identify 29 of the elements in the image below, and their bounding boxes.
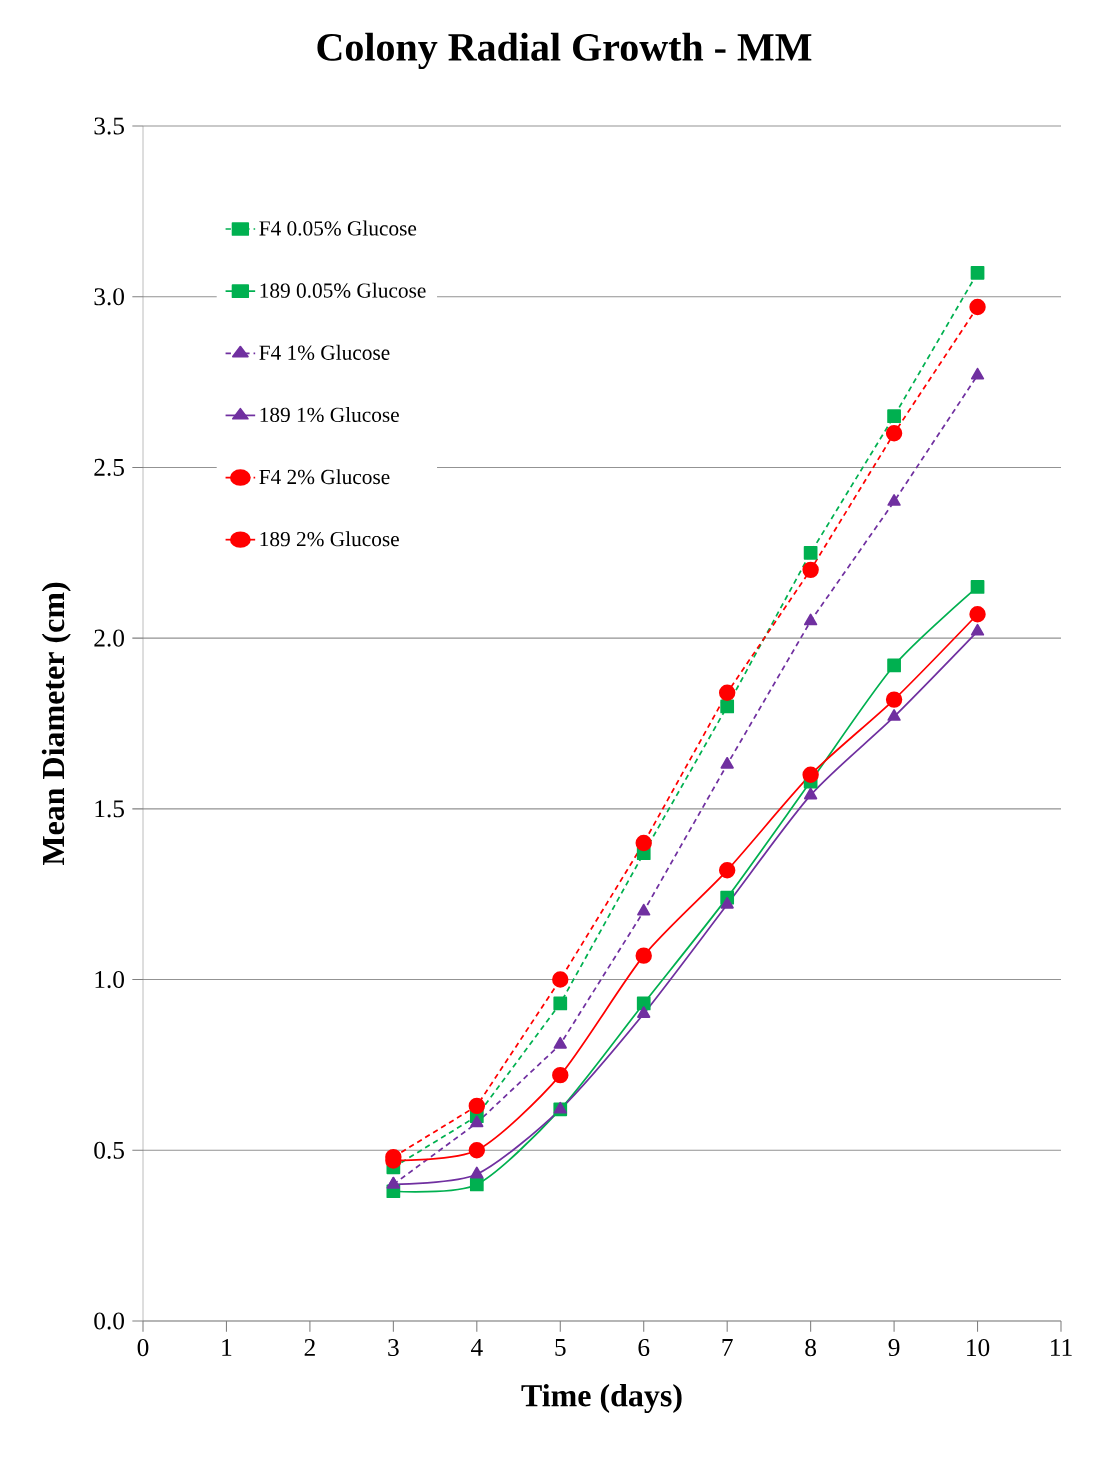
y-tick-label: 3.5 [94, 117, 124, 135]
y-tick-label: 2.0 [94, 629, 124, 647]
legend-label: F4 0.05% Glucose [259, 220, 417, 236]
x-tick-label: 10 [967, 1339, 990, 1357]
legend-label: 189 2% Glucose [260, 531, 399, 547]
x-tick-label: 9 [888, 1339, 900, 1357]
y-tick-label: 1.0 [95, 970, 124, 989]
x-tick-label: 7 [722, 1339, 733, 1356]
x-tick-label: 4 [470, 1339, 483, 1356]
y-tick-label: 3.0 [94, 288, 124, 306]
x-axis-title: Time (days) [521, 1383, 682, 1414]
x-tick-label: 2 [304, 1339, 315, 1356]
x-tick-label: 11 [1051, 1339, 1072, 1356]
legend-label: F4 1% Glucose [259, 344, 390, 360]
x-tick-label: 6 [638, 1339, 650, 1357]
x-tick-label: 3 [388, 1339, 399, 1357]
legend-label: 189 1% Glucose [260, 407, 399, 423]
x-tick-label: 5 [555, 1339, 566, 1356]
x-tick-label: 1 [222, 1339, 232, 1356]
y-tick-label: 0.5 [94, 1141, 124, 1159]
y-tick-label: 0.0 [94, 1312, 124, 1330]
chart-title: Colony Radial Growth - MM [317, 32, 812, 70]
x-tick-label: 8 [805, 1339, 816, 1357]
legend-label: F4 2% Glucose [259, 469, 390, 485]
x-tick-label: 0 [137, 1339, 149, 1357]
y-axis-title: Mean Diameter (cm) [41, 582, 71, 866]
y-tick-label: 2.5 [94, 458, 124, 476]
y-tick-label: 1.5 [95, 800, 124, 818]
legend-label: 189 0.05% Glucose [260, 282, 426, 298]
